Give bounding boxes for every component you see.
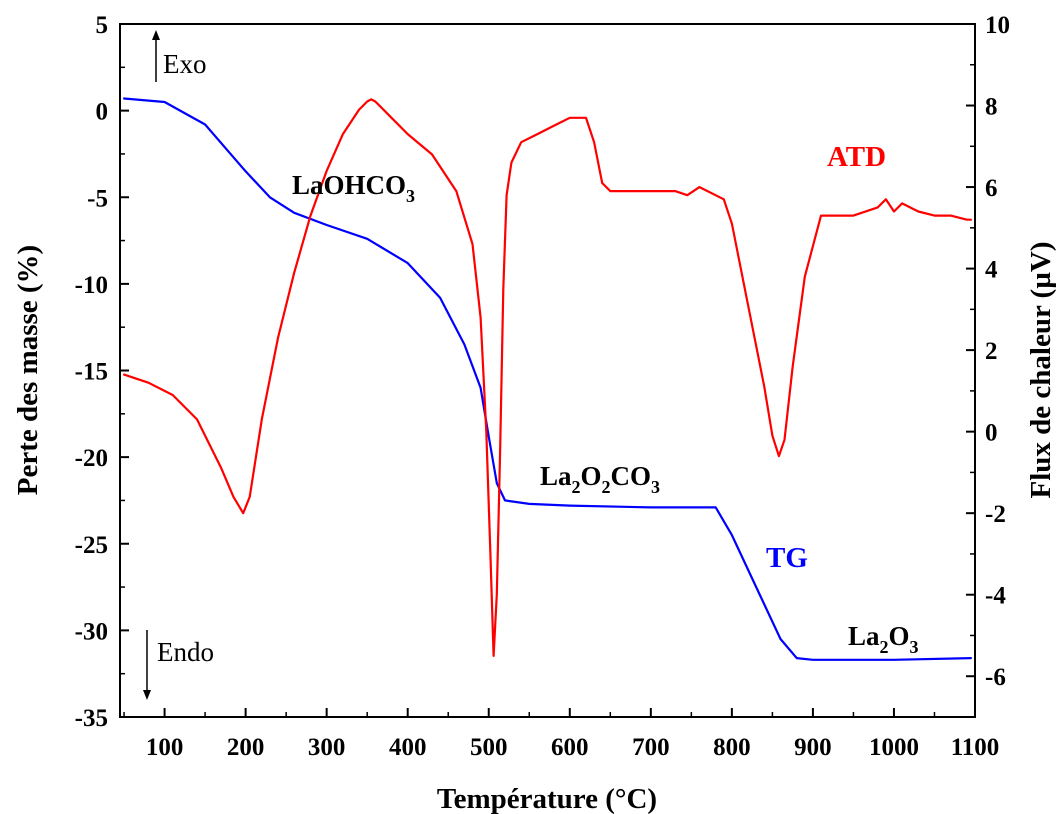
x-tick-label: 200 xyxy=(227,734,265,761)
y2-tick-label: 4 xyxy=(985,257,998,284)
y-tick-label: -25 xyxy=(75,532,108,559)
x-tick-label: 500 xyxy=(470,734,508,761)
exo-arrow-head xyxy=(152,30,160,40)
y-tick-label: -10 xyxy=(75,272,108,299)
series-line-atd xyxy=(122,98,973,658)
y2-tick-label: -2 xyxy=(985,501,1006,528)
x-tick-label: 1100 xyxy=(951,734,1000,761)
x-tick-label: 1000 xyxy=(869,734,919,761)
x-tick-label: 600 xyxy=(551,734,589,761)
series-label-tg: TG xyxy=(766,542,808,574)
y-tick-label: 5 xyxy=(96,12,109,39)
x-tick-label: 800 xyxy=(713,734,751,761)
y2-tick-label: -4 xyxy=(985,583,1006,610)
y-tick-label: 0 xyxy=(96,99,109,126)
y2-tick-label: -6 xyxy=(985,664,1006,691)
x-axis-ticks: 100 200 300 400 500 600 700 800 900 1000 1100 xyxy=(123,708,1000,761)
annotation-la2o2co3: La2O2CO3 xyxy=(540,461,660,497)
x-tick-label: 900 xyxy=(794,734,832,761)
y-axis-right-title: Flux de chaleur (µV) xyxy=(1025,241,1057,498)
x-tick-label: 100 xyxy=(146,734,184,761)
endo-label: Endo xyxy=(157,637,214,667)
y-tick-label: -15 xyxy=(75,359,108,386)
x-axis-title: Température (°C) xyxy=(437,783,657,814)
x-tick-label: 400 xyxy=(389,734,427,761)
series-line-tg xyxy=(122,97,973,661)
y2-tick-label: 10 xyxy=(985,12,1010,39)
y-axis-right-ticks: 10 8 6 4 2 0 -2 -4 -6 xyxy=(966,12,1010,691)
annotation-la2o3: La2O3 xyxy=(848,621,919,657)
y-tick-label: -20 xyxy=(75,445,108,472)
y2-tick-label: 6 xyxy=(985,175,998,202)
y2-tick-label: 0 xyxy=(985,420,998,447)
y-axis-left-title: Perte des masse (%) xyxy=(12,245,44,495)
exo-label: Exo xyxy=(163,49,207,79)
y-tick-label: -30 xyxy=(75,618,108,645)
x-tick-label: 300 xyxy=(308,734,346,761)
series-layer xyxy=(122,97,973,661)
annotation-laohco3: LaOHCO3 xyxy=(292,170,415,206)
y-tick-label: -35 xyxy=(75,705,108,732)
y-axis-left-ticks: 5 0 -5 -10 -15 -20 -25 -30 -35 xyxy=(75,12,129,732)
y2-tick-label: 8 xyxy=(985,94,998,121)
endo-arrow-head xyxy=(143,690,151,700)
y2-tick-label: 2 xyxy=(985,338,998,365)
y-tick-label: -5 xyxy=(87,185,108,212)
series-label-atd: ATD xyxy=(827,141,886,173)
x-tick-label: 700 xyxy=(632,734,670,761)
